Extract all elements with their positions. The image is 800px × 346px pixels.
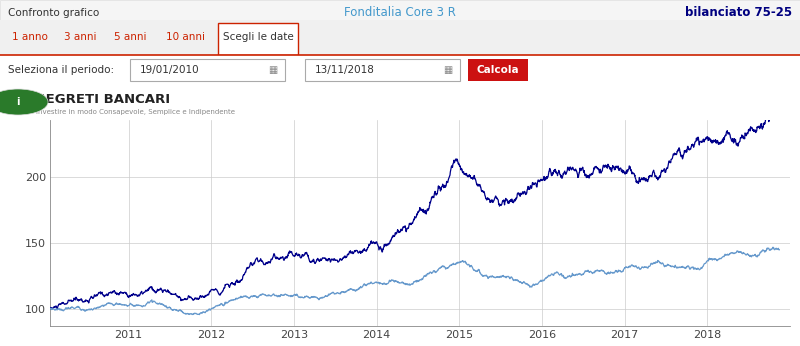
Text: SEGRETI BANCARI: SEGRETI BANCARI [36,92,170,106]
Text: 5 anni: 5 anni [114,32,146,42]
Text: Scegli le date: Scegli le date [222,32,294,42]
Text: Fonditalia Core 3 R: Fonditalia Core 3 R [344,7,456,19]
Text: Seleziona il periodo:: Seleziona il periodo: [8,65,114,75]
Text: 10 anni: 10 anni [166,32,206,42]
Text: ▦: ▦ [443,65,453,75]
Text: 3 anni: 3 anni [64,32,96,42]
Text: 1 anno: 1 anno [12,32,48,42]
Text: ▦: ▦ [268,65,278,75]
Text: i: i [16,97,20,107]
Text: bilanciato 75-25: bilanciato 75-25 [685,7,792,19]
Text: 13/11/2018: 13/11/2018 [315,65,375,75]
Text: Confronto grafico: Confronto grafico [8,8,99,18]
Text: Investire in modo Consapevole, Semplice e Indipendente: Investire in modo Consapevole, Semplice … [36,109,235,115]
Text: 19/01/2010: 19/01/2010 [140,65,200,75]
Text: Calcola: Calcola [477,65,519,75]
